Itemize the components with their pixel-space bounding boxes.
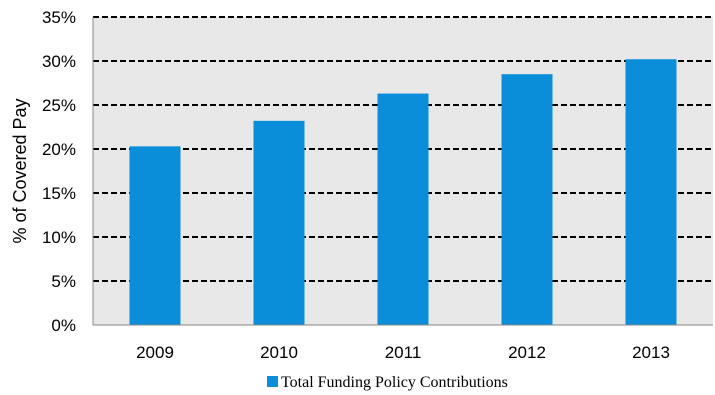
bar-2009: [129, 146, 181, 325]
bar-2013: [625, 59, 677, 326]
x-tick-label: 2013: [632, 343, 670, 362]
x-tick-label: 2011: [385, 343, 422, 362]
y-tick-label: 10%: [42, 228, 76, 247]
bar-2012: [501, 74, 553, 325]
y-tick-label: 0%: [51, 316, 76, 335]
y-tick-label: 15%: [42, 184, 76, 203]
x-tick-labels: 2009 2010 2011 2012 2013: [136, 343, 670, 362]
bar-2010: [253, 120, 305, 325]
y-tick-label: 35%: [42, 8, 76, 27]
x-tick-label: 2010: [260, 343, 298, 362]
legend-label: Total Funding Policy Contributions: [281, 374, 508, 391]
y-axis-title: % of Covered Pay: [10, 98, 30, 243]
legend-swatch: [267, 376, 278, 387]
bar-2011: [377, 93, 429, 325]
y-tick-label: 30%: [42, 52, 76, 71]
x-tick-label: 2012: [508, 343, 546, 362]
y-tick-label: 20%: [42, 140, 76, 159]
bars: [129, 59, 677, 326]
x-tick-label: 2009: [136, 343, 174, 362]
y-tick-label: 25%: [42, 96, 76, 115]
y-tick-labels: 0% 5% 10% 15% 20% 25% 30% 35%: [42, 8, 76, 335]
y-tick-label: 5%: [51, 272, 76, 291]
legend: Total Funding Policy Contributions: [267, 374, 508, 391]
